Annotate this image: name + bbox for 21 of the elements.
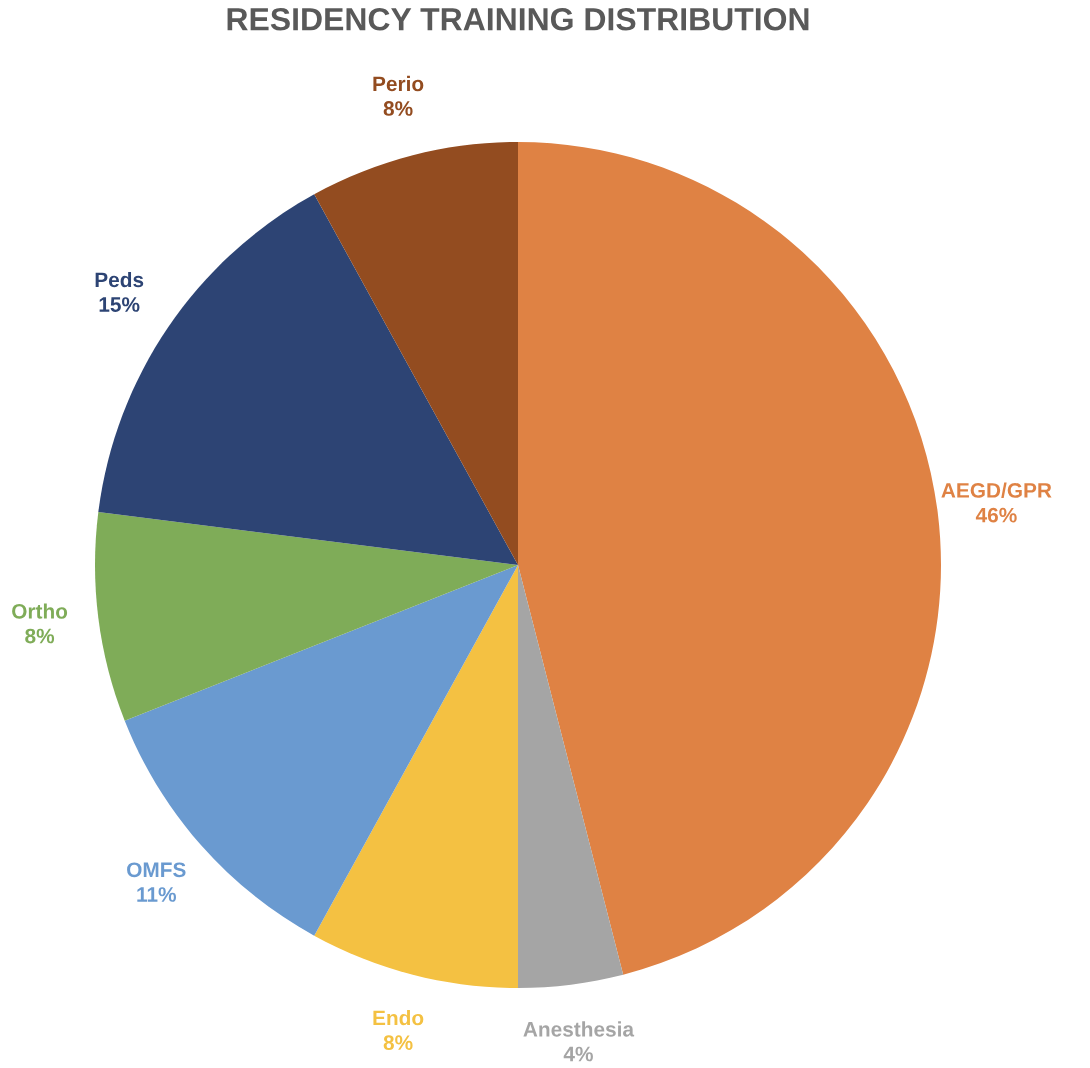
slice-label: Endo xyxy=(373,1010,424,1026)
slice-label: Peds xyxy=(95,271,144,288)
pie-slice xyxy=(314,565,518,988)
data-label: 46% xyxy=(975,507,1017,523)
pie-slice xyxy=(124,565,518,936)
data-label: 8% xyxy=(25,628,55,644)
data-label: 11% xyxy=(137,887,177,902)
slice-label: Ortho xyxy=(12,603,68,619)
pie-slice xyxy=(518,142,941,975)
pie-slice xyxy=(518,565,624,988)
pie-slice xyxy=(314,142,518,565)
slice-label: AEGD/GPR xyxy=(941,482,1052,499)
data-label: 4% xyxy=(563,1046,593,1062)
data-label: 15% xyxy=(99,297,140,312)
data-label: 8% xyxy=(383,1035,413,1051)
pie-slice xyxy=(95,511,518,721)
slice-label: Anesthesia xyxy=(523,1021,635,1037)
slice-label: Perio xyxy=(373,75,424,92)
chart-title: RESIDENCY TRAINING DISTRIBUTION xyxy=(227,7,809,31)
data-label: 8% xyxy=(383,101,413,116)
slice-label: OMFS xyxy=(127,862,186,878)
